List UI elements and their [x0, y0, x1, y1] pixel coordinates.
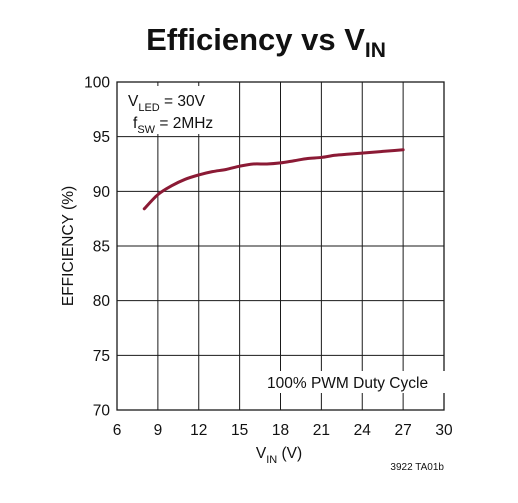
grid-lines	[117, 82, 444, 410]
efficiency-series-line	[142, 148, 405, 211]
x-axis-label-main: V	[256, 445, 267, 462]
x-tick-label: 18	[272, 422, 289, 439]
x-tick-label: 12	[190, 422, 207, 439]
x-tick-label: 6	[113, 422, 122, 439]
x-tick-labels: 6 9 12 15 18 21 24 27 30	[113, 422, 453, 439]
x-axis-label-sub: IN	[266, 454, 277, 466]
chart-title-sub: IN	[365, 39, 386, 62]
fsw-annotation: fSW = 2MHz	[133, 115, 213, 136]
x-tick-label: 24	[354, 422, 372, 439]
x-tick-label: 9	[154, 422, 163, 439]
y-axis-label: EFFICIENCY (%)	[60, 186, 77, 306]
chart-title: Efficiency vs VIN	[146, 22, 386, 62]
y-tick-label: 95	[93, 129, 110, 146]
x-tick-label: 21	[313, 422, 330, 439]
y-tick-label: 90	[93, 184, 111, 201]
vled-sub: LED	[138, 102, 159, 114]
y-tick-label: 85	[93, 239, 110, 256]
duty-backdrop	[262, 371, 458, 393]
figure-code: 3922 TA01b	[390, 462, 444, 473]
fsw-sub: SW	[137, 124, 155, 136]
vled-main: V	[128, 93, 139, 110]
x-axis-label-rest: (V)	[277, 445, 302, 462]
vled-rest: = 30V	[160, 93, 206, 110]
y-tick-label: 75	[93, 348, 110, 365]
vled-annotation: VLED = 30V	[128, 93, 206, 114]
chart-title-main: Efficiency vs V	[146, 22, 365, 57]
y-tick-labels: 70 75 80 85 90 95 100	[84, 75, 110, 420]
y-tick-label: 70	[93, 403, 111, 420]
x-tick-label: 30	[435, 422, 453, 439]
x-tick-label: 15	[231, 422, 248, 439]
x-axis-label: VIN (V)	[256, 445, 302, 466]
fsw-rest: = 2MHz	[155, 115, 213, 132]
fsw-main: f	[133, 115, 138, 132]
plot-frame	[116, 81, 445, 411]
x-tick-label: 27	[395, 422, 412, 439]
y-tick-label: 100	[84, 75, 110, 92]
annotation-backdrop	[122, 86, 218, 134]
y-tick-label: 80	[93, 293, 111, 310]
duty-cycle-annotation: 100% PWM Duty Cycle	[267, 375, 428, 392]
